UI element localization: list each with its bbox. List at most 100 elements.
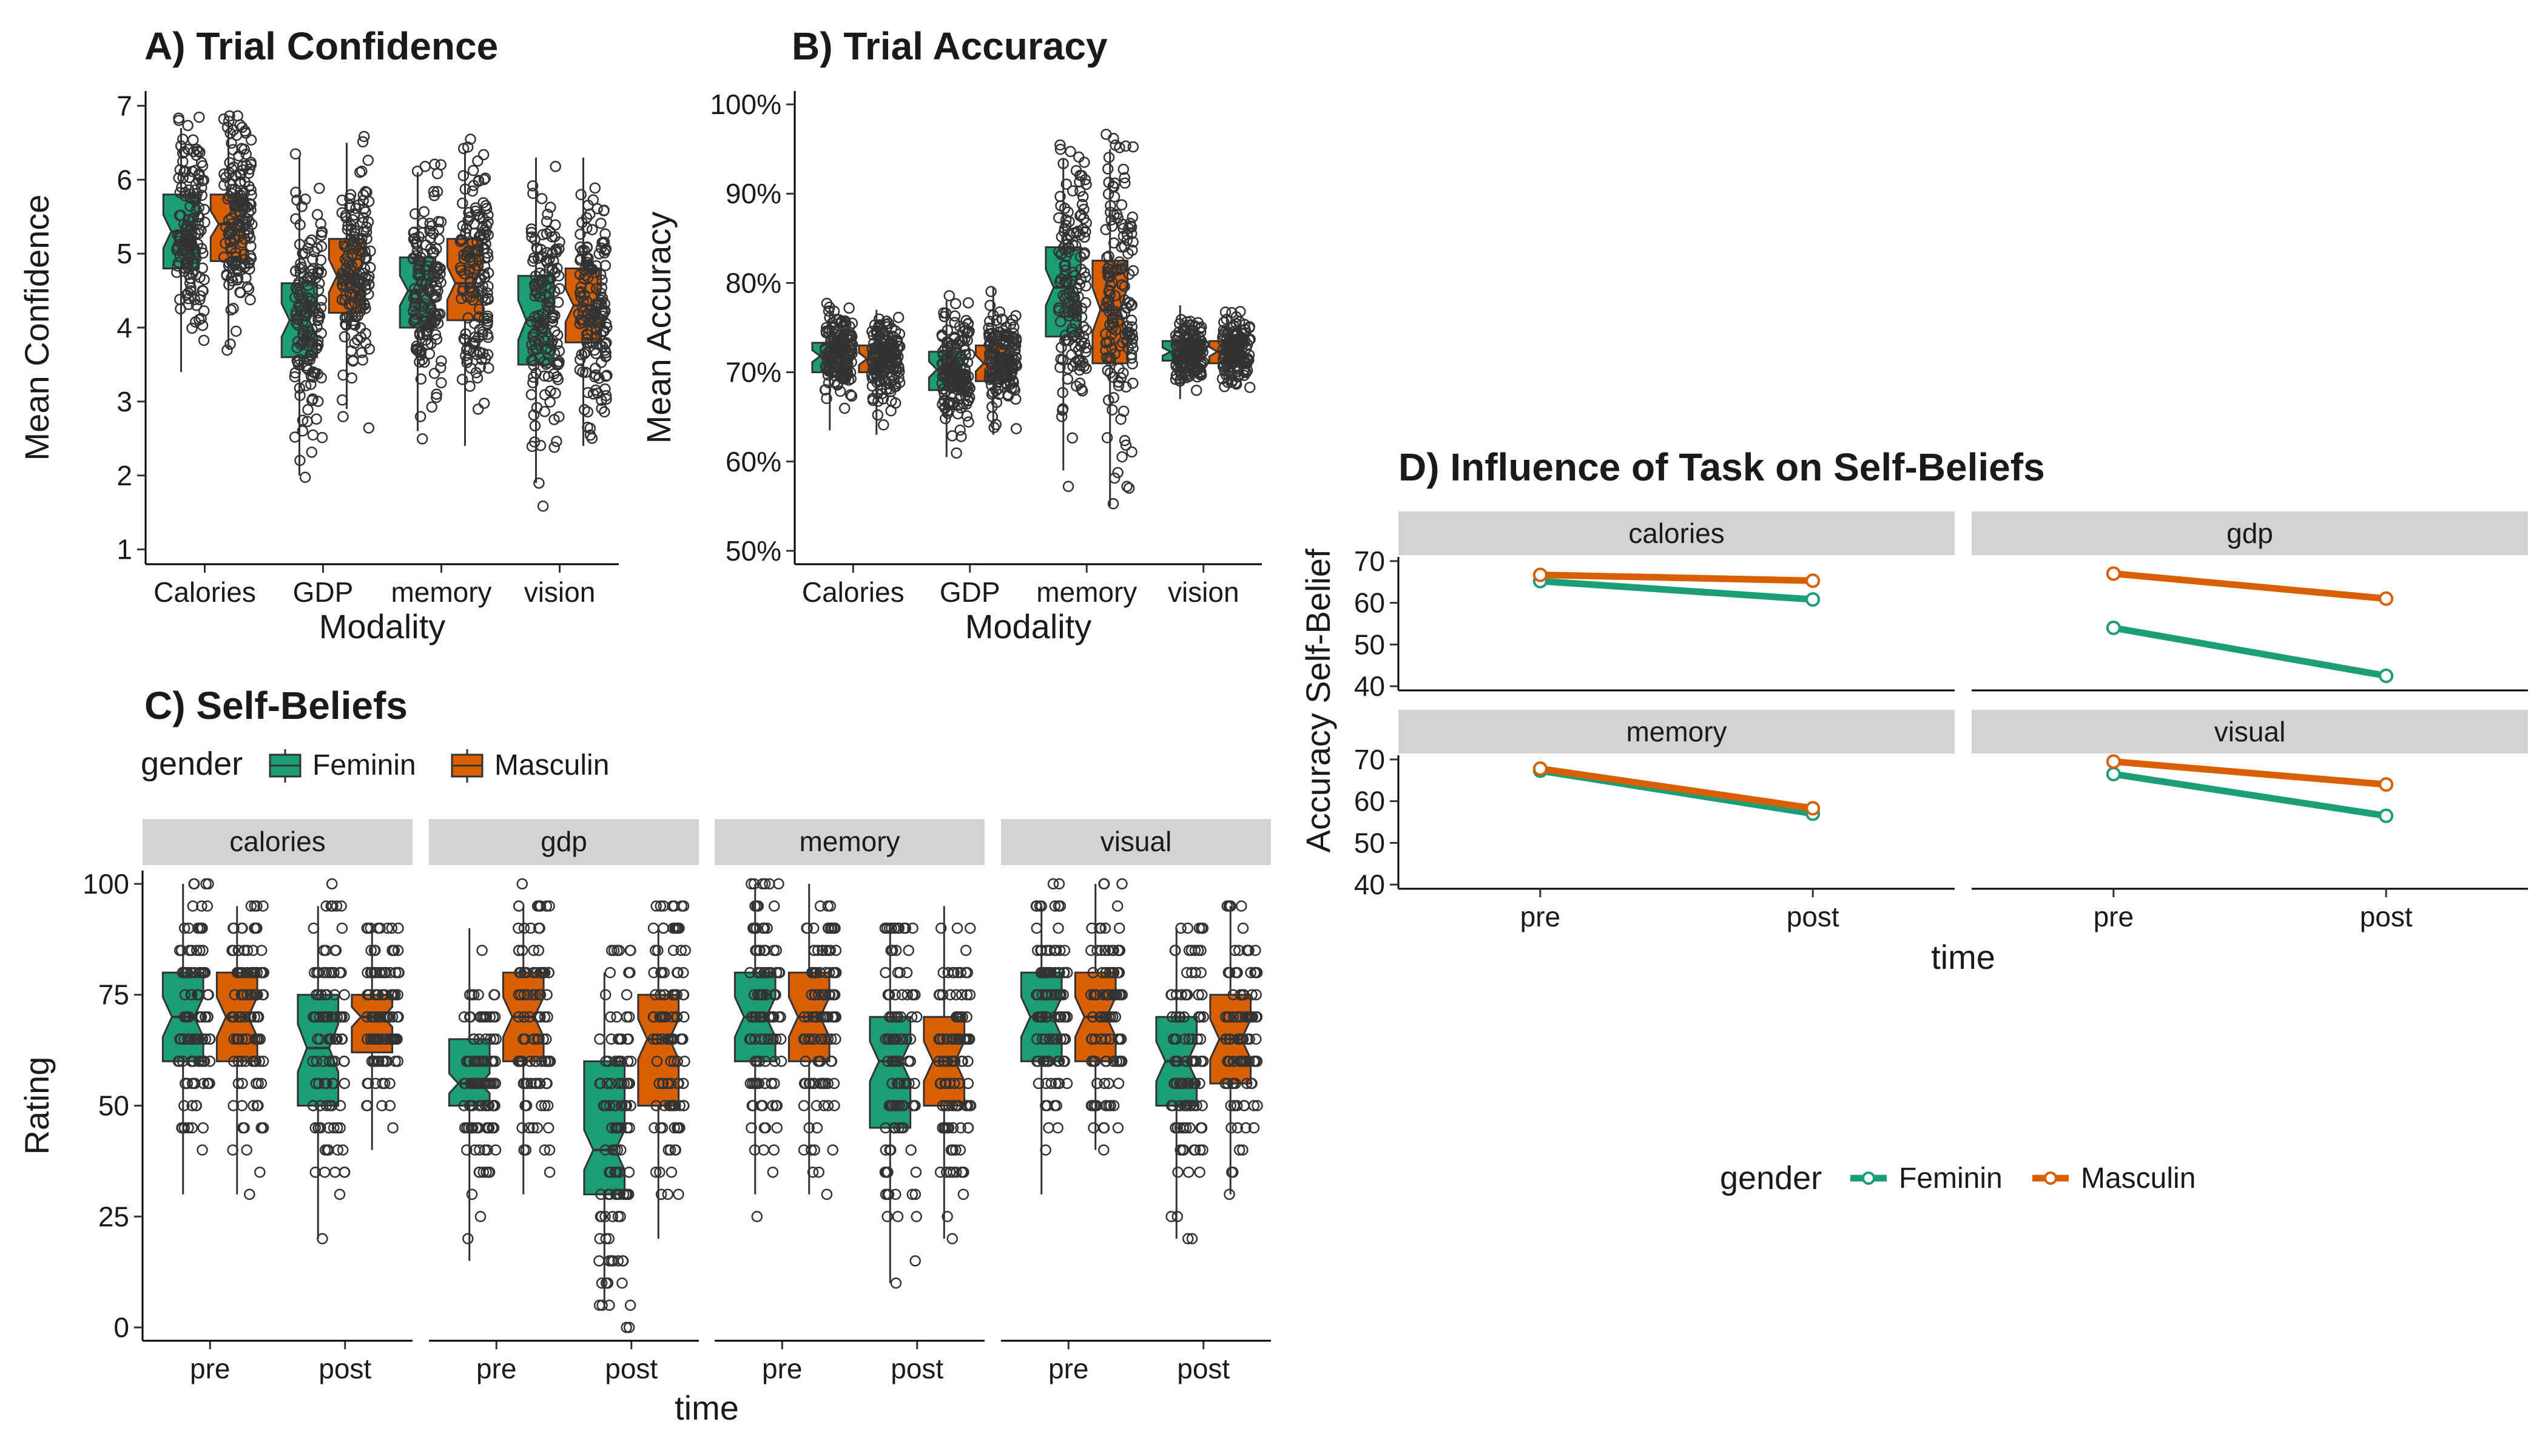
jitter-point	[482, 329, 493, 340]
panel-c-self-beliefs: C) Self-Beliefs gender Feminin Masculin calo…	[18, 684, 1271, 1427]
jitter-point	[587, 388, 599, 400]
jitter-point	[221, 344, 233, 356]
jitter-point	[236, 121, 248, 133]
jitter-point	[360, 283, 372, 295]
jitter-point	[290, 213, 302, 224]
point-memory-masculin	[1805, 801, 1821, 816]
jitter-point	[186, 166, 198, 177]
x-axis-title: time	[675, 1389, 739, 1427]
jitter-point	[436, 355, 447, 367]
jitter-point	[171, 266, 183, 278]
jitter-point	[624, 1299, 636, 1311]
jitter-point	[892, 1211, 904, 1222]
jitter-point	[589, 332, 601, 345]
jitter-point	[871, 377, 883, 388]
jitter-point	[584, 282, 596, 294]
jitter-point	[190, 191, 202, 203]
jitter-point	[306, 447, 318, 458]
jitter-point	[940, 307, 952, 319]
jitter-point	[307, 429, 319, 441]
jitter-point	[873, 376, 885, 387]
jitter-point	[960, 349, 971, 360]
jitter-point	[459, 268, 470, 280]
x-tick-label: post	[318, 1353, 371, 1384]
jitter-point	[190, 300, 203, 311]
jitter-point	[621, 989, 633, 1000]
jitter-point	[1170, 945, 1181, 956]
x-axis-title: Modality	[319, 607, 446, 645]
jitter-point	[876, 388, 888, 400]
jitter-point	[234, 208, 246, 220]
jitter-point	[544, 396, 556, 408]
jitter-point	[616, 1277, 628, 1289]
jitter-point	[529, 420, 541, 432]
jitter-point	[544, 254, 555, 265]
jitter-point	[878, 375, 890, 387]
jitter-point	[226, 137, 237, 149]
jitter-point	[237, 213, 248, 225]
jitter-point	[235, 260, 246, 272]
jitter-point	[413, 346, 425, 357]
jitter-point	[949, 298, 962, 309]
jitter-point	[881, 349, 893, 360]
jitter-point	[435, 362, 447, 374]
y-tick-label: 50	[98, 1090, 129, 1122]
jitter-point	[595, 269, 607, 280]
jitter-point	[1085, 945, 1097, 956]
jitter-point	[415, 373, 427, 385]
jitter-point	[596, 237, 608, 249]
jitter-point	[997, 314, 1008, 325]
jitter-point	[962, 1122, 974, 1134]
jitter-point	[882, 356, 894, 368]
jitter-point	[937, 364, 949, 376]
jitter-point	[197, 1144, 208, 1156]
jitter-point	[834, 385, 846, 397]
jitter-point	[348, 318, 360, 330]
jitter-point	[844, 389, 857, 400]
y-tick-label: 75	[98, 979, 129, 1011]
jitter-point	[482, 287, 493, 299]
x-axis-title: Modality	[965, 607, 1092, 645]
jitter-point	[334, 1188, 346, 1200]
jitter-point	[593, 297, 605, 309]
jitter-point	[845, 344, 857, 356]
jitter-point	[456, 265, 467, 276]
jitter-point	[1108, 133, 1119, 144]
jitter-point	[1165, 1211, 1177, 1222]
jitter-point	[221, 121, 234, 133]
jitter-point	[315, 218, 326, 230]
jitter-point	[884, 337, 895, 349]
y-axis-title: Mean Confidence	[18, 195, 56, 461]
jitter-point	[1067, 432, 1078, 444]
jitter-point	[424, 218, 436, 229]
jitter-point	[872, 409, 884, 421]
jitter-point	[419, 356, 430, 368]
y-tick-label: 1	[116, 534, 132, 565]
jitter-point	[541, 1077, 552, 1090]
jitter-point	[823, 377, 835, 389]
jitter-point	[534, 267, 545, 279]
jitter-point	[245, 204, 257, 216]
jitter-point	[888, 362, 900, 374]
legend-title: gender	[141, 746, 243, 782]
jitter-point	[597, 326, 609, 338]
jitter-point	[478, 174, 490, 186]
jitter-point	[941, 362, 953, 373]
jitter-point	[551, 436, 562, 447]
jitter-point	[294, 286, 306, 297]
y-tick-label: 7	[116, 90, 132, 121]
jitter-point	[589, 182, 601, 194]
jitter-point	[957, 1188, 969, 1200]
jitter-point	[352, 276, 364, 288]
x-tick-label: post	[1787, 901, 1839, 932]
x-tick-label: pre	[190, 1353, 230, 1384]
jitter-point	[867, 357, 878, 369]
jitter-point	[581, 241, 593, 254]
jitter-point	[294, 389, 306, 402]
x-tick-label: post	[2360, 901, 2413, 932]
x-axis-title: time	[1931, 938, 1995, 976]
jitter-point	[843, 302, 855, 314]
jitter-point	[460, 344, 473, 356]
jitter-point	[530, 368, 542, 379]
jitter-point	[244, 251, 257, 262]
